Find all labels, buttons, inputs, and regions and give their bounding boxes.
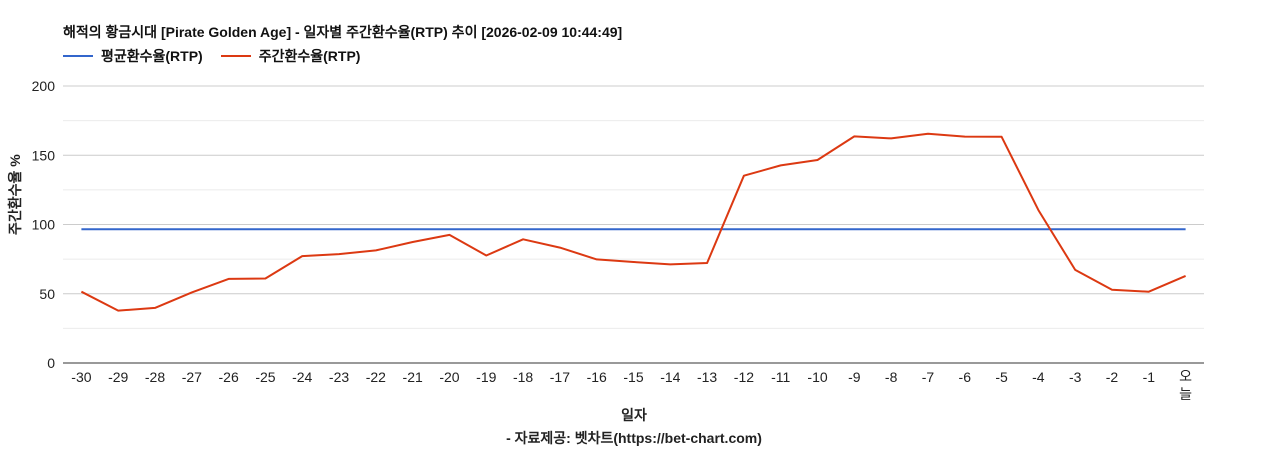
x-tick-label: -16 xyxy=(587,369,607,385)
y-axis-label-text: 주간환수율 % xyxy=(7,154,23,235)
x-tick-label: -6 xyxy=(959,369,972,385)
source-credit: - 자료제공: 벳차트(https://bet-chart.com) xyxy=(506,430,762,446)
x-tick-label: -10 xyxy=(807,369,827,385)
y-axis-label: 주간환수율 % xyxy=(5,154,25,235)
x-tick-label: -25 xyxy=(255,369,275,385)
x-tick-label: -21 xyxy=(403,369,423,385)
x-tick-label: -23 xyxy=(329,369,349,385)
x-tick-label: -29 xyxy=(108,369,128,385)
x-tick-label: 늘 xyxy=(1179,387,1192,403)
x-tick-label: -4 xyxy=(1032,369,1045,385)
x-tick-label: -24 xyxy=(292,369,312,385)
x-tick-label: -7 xyxy=(922,369,935,385)
x-tick-label: 오 xyxy=(1179,369,1192,385)
x-tick-label: -14 xyxy=(660,369,680,385)
x-tick-label: -27 xyxy=(182,369,202,385)
x-tick-label: -18 xyxy=(513,369,533,385)
x-axis-label: 일자 xyxy=(621,407,647,423)
x-tick-label: -5 xyxy=(995,369,1008,385)
x-tick-label: -9 xyxy=(848,369,861,385)
y-tick-label: 150 xyxy=(32,147,56,163)
x-tick-label: -28 xyxy=(145,369,165,385)
chart-title: 해적의 황금시대 [Pirate Golden Age] - 일자별 주간환수율… xyxy=(63,24,623,40)
x-tick-label: -3 xyxy=(1069,369,1082,385)
x-tick-label: -17 xyxy=(550,369,570,385)
y-tick-label: 200 xyxy=(32,78,56,94)
legend-item-average-rtp[interactable]: 평균환수율(RTP) xyxy=(63,46,203,66)
x-tick-label: -26 xyxy=(219,369,239,385)
y-tick-label: 100 xyxy=(32,217,56,233)
legend-label: 평균환수율(RTP) xyxy=(101,48,203,64)
legend-swatch-red-icon xyxy=(220,55,251,57)
x-tick-label: -19 xyxy=(476,369,496,385)
y-tick-label: 0 xyxy=(47,355,55,371)
series-line-weekly-rtp[interactable] xyxy=(80,132,1186,312)
legend-item-weekly-rtp[interactable]: 주간환수율(RTP) xyxy=(220,46,361,66)
chart-legend: 평균환수율(RTP) 주간환수율(RTP) xyxy=(63,46,360,66)
y-tick-label: 50 xyxy=(39,286,55,302)
x-tick-label: -20 xyxy=(439,369,459,385)
x-tick-label: -30 xyxy=(71,369,91,385)
x-tick-label: -13 xyxy=(697,369,717,385)
x-tick-label: -15 xyxy=(623,369,643,385)
x-tick-label: -12 xyxy=(734,369,754,385)
legend-swatch-blue-icon xyxy=(63,55,93,57)
x-tick-label: -1 xyxy=(1143,369,1156,385)
x-tick-label: -2 xyxy=(1106,369,1119,385)
x-tick-label: -8 xyxy=(885,369,898,385)
x-tick-label: -22 xyxy=(366,369,386,385)
legend-label: 주간환수율(RTP) xyxy=(258,48,361,64)
x-tick-label: -11 xyxy=(771,369,790,385)
